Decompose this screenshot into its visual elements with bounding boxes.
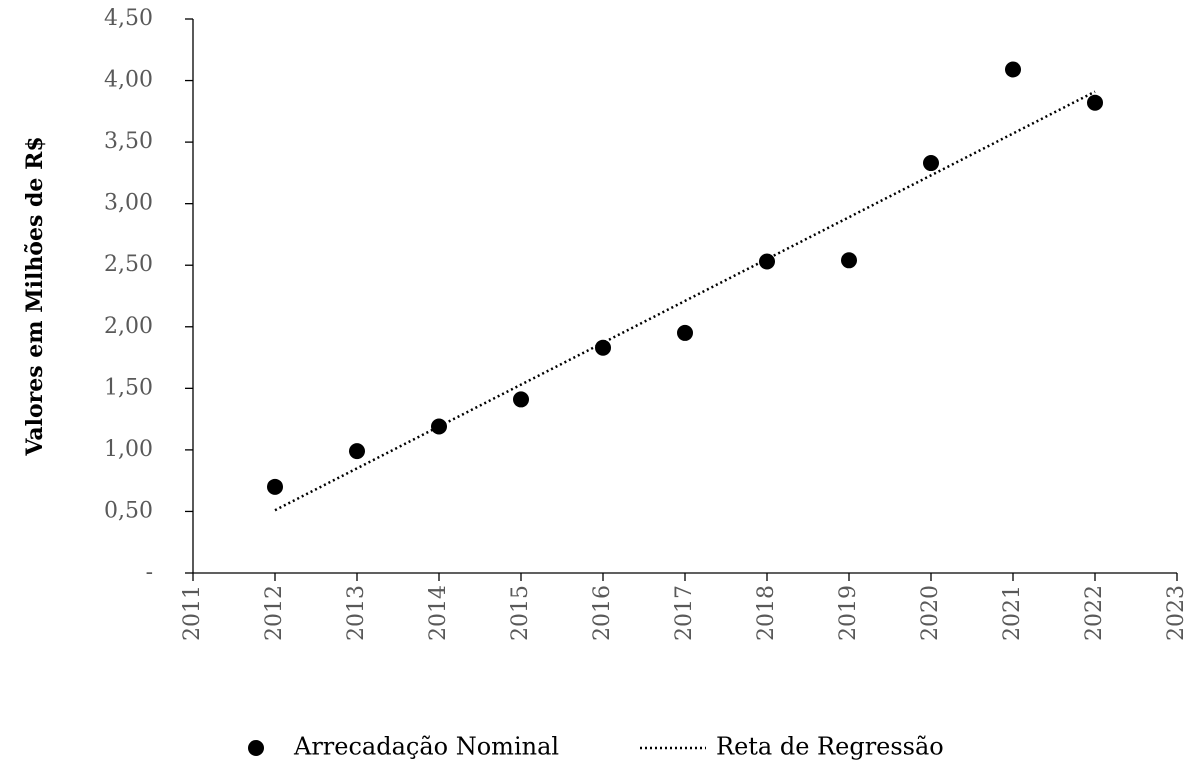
legend-marker: [248, 740, 264, 756]
y-tick-label: 0,50: [104, 498, 153, 523]
x-tick-label: 2023: [1164, 585, 1189, 641]
y-tick-label: 4,50: [104, 6, 153, 31]
x-tick-label: 2016: [590, 585, 615, 641]
data-point: [267, 478, 283, 495]
regression-line: [274, 90, 1096, 512]
y-tick-label: 4,00: [104, 68, 153, 93]
legend-label: Arrecadação Nominal: [293, 733, 559, 761]
data-point: [595, 339, 611, 356]
data-point: [841, 252, 857, 269]
y-tick-label: 2,50: [104, 252, 153, 277]
x-tick-label: 2020: [918, 585, 943, 641]
x-tick-label: 2014: [426, 585, 451, 641]
data-point: [431, 418, 447, 435]
data-point: [513, 391, 529, 408]
y-tick-label: 1,50: [104, 375, 153, 400]
x-tick-label: 2022: [1082, 585, 1107, 641]
data-point: [923, 155, 939, 172]
data-point: [677, 324, 693, 341]
data-point: [1005, 61, 1021, 78]
y-tick-label: -: [146, 560, 153, 585]
x-tick-label: 2019: [836, 585, 861, 641]
data-point: [1087, 94, 1103, 111]
x-tick-label: 2012: [262, 585, 287, 641]
x-tick-label: 2017: [672, 585, 697, 641]
x-tick-label: 2013: [344, 585, 369, 641]
y-axis-label: Valores em Milhões de R$: [22, 136, 48, 456]
x-tick-label: 2018: [754, 585, 779, 641]
y-tick-label: 1,00: [104, 437, 153, 462]
x-tick-label: 2015: [508, 585, 533, 641]
legend-label: Reta de Regressão: [716, 733, 944, 761]
y-tick-label: 3,00: [104, 191, 153, 216]
x-tick-label: 2011: [180, 585, 205, 641]
x-tick-label: 2021: [1000, 585, 1025, 641]
y-tick-label: 2,00: [104, 314, 153, 339]
data-point: [349, 443, 365, 460]
y-tick-label: 3,50: [104, 129, 153, 154]
